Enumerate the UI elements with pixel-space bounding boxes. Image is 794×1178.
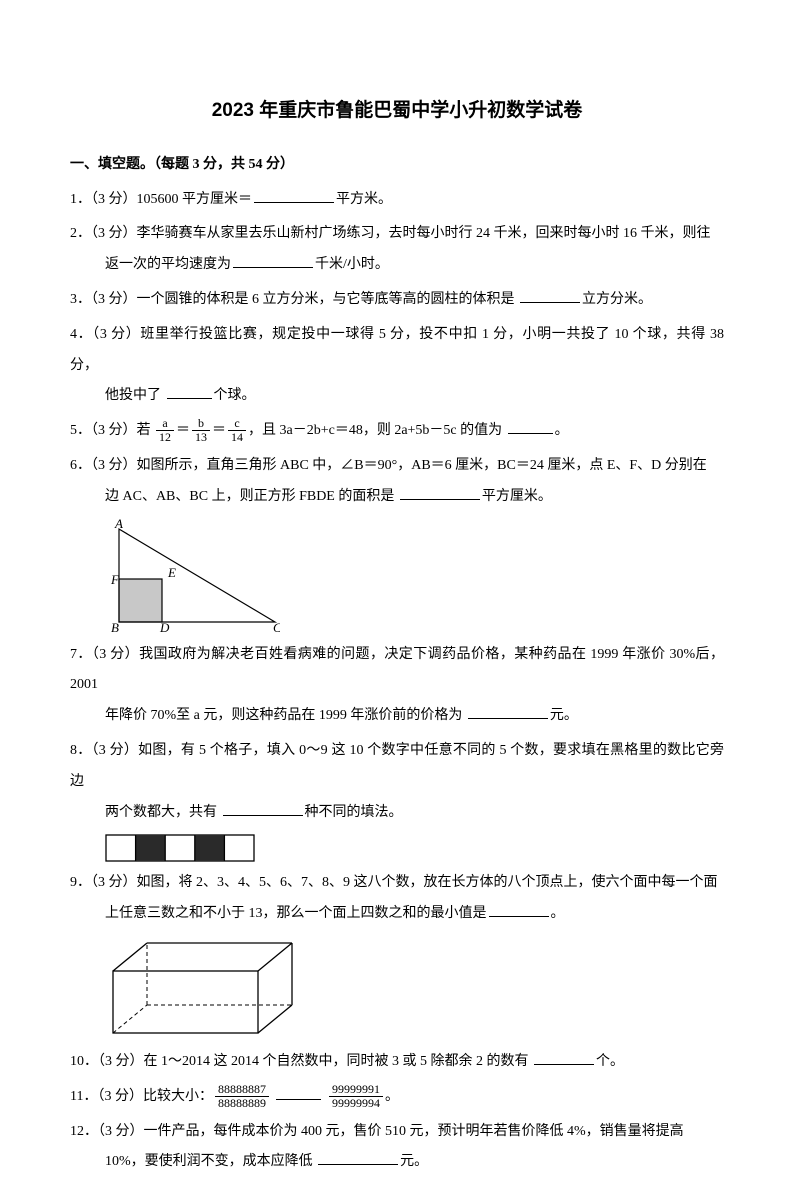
q5-prefix: 5．（3 分）若 <box>70 423 151 438</box>
q8-line2a: 两个数都大，共有 <box>105 805 217 820</box>
q7-line2b: 元。 <box>550 708 578 723</box>
q10-suffix: 个。 <box>596 1054 624 1069</box>
cuboid-svg <box>105 936 305 1041</box>
blank <box>276 1084 321 1099</box>
fraction: c14 <box>228 417 246 444</box>
blank <box>167 384 212 399</box>
q3-prefix: 3．（3 分）一个圆锥的体积是 6 立方分米，与它等底等高的圆柱的体积是 <box>70 292 515 307</box>
q9-line2b: 。 <box>551 906 565 921</box>
svg-text:B: B <box>111 620 119 634</box>
q11-suffix: 。 <box>385 1089 399 1104</box>
q11-prefix: 11．（3 分）比较大小： <box>70 1089 213 1104</box>
question-4: 4．（3 分）班里举行投篮比赛，规定投中一球得 5 分，投不中扣 1 分，小明一… <box>70 320 724 412</box>
num: 99999991 <box>329 1083 383 1097</box>
boxes-svg <box>105 834 255 862</box>
q4-line2a: 他投中了 <box>105 388 161 403</box>
q7-line1: 7．（3 分）我国政府为解决老百姓看病难的问题，决定下调药品价格，某种药品在 1… <box>70 640 724 702</box>
question-11: 11．（3 分）比较大小：8888888788888889 9999999199… <box>70 1082 724 1113</box>
q1-suffix: 平方米。 <box>336 192 392 207</box>
q6-line2a: 边 AC、AB、BC 上，则正方形 FBDE 的面积是 <box>105 489 394 504</box>
q6-line2b: 平方厘米。 <box>482 489 552 504</box>
question-6: 6．（3 分）如图所示，直角三角形 ABC 中，∠B＝90°，AB＝6 厘米，B… <box>70 451 724 513</box>
fraction: 9999999199999994 <box>329 1083 383 1110</box>
num: a <box>156 417 174 431</box>
q4-line1: 4．（3 分）班里举行投篮比赛，规定投中一球得 5 分，投不中扣 1 分，小明一… <box>70 320 724 382</box>
blank <box>233 253 313 268</box>
svg-text:A: A <box>114 519 123 531</box>
question-8: 8．（3 分）如图，有 5 个格子，填入 0～9 这 10 个数字中任意不同的 … <box>70 736 724 828</box>
question-1: 1．（3 分）105600 平方厘米＝ 平方米。 <box>70 185 724 216</box>
blank <box>508 419 553 434</box>
question-5: 5．（3 分）若 a12＝b13＝c14，且 3a－2b+c＝48，则 2a+5… <box>70 416 724 447</box>
blank <box>254 187 334 202</box>
num: b <box>192 417 210 431</box>
svg-text:F: F <box>110 572 120 587</box>
q2-line2b: 千米/小时。 <box>315 257 389 272</box>
q12-line2b: 元。 <box>400 1154 428 1169</box>
den: 14 <box>228 431 246 444</box>
triangle-svg: A F E B D C <box>105 519 280 634</box>
q2-line1: 2．（3 分）李华骑赛车从家里去乐山新村广场练习，去时每小时行 24 千米，回来… <box>70 219 724 250</box>
den: 99999994 <box>329 1097 383 1110</box>
q6-line1: 6．（3 分）如图所示，直角三角形 ABC 中，∠B＝90°，AB＝6 厘米，B… <box>70 451 724 482</box>
exam-title: 2023 年重庆市鲁能巴蜀中学小升初数学试卷 <box>70 90 724 132</box>
blank <box>400 484 480 499</box>
question-10: 10．（3 分）在 1～2014 这 2014 个自然数中，同时被 3 或 5 … <box>70 1047 724 1078</box>
den: 13 <box>192 431 210 444</box>
q1-prefix: 1．（3 分）105600 平方厘米＝ <box>70 192 252 207</box>
q5-suffix: 。 <box>555 423 569 438</box>
q3-suffix: 立方分米。 <box>582 292 652 307</box>
q2-line2a: 返一次的平均速度为 <box>105 257 231 272</box>
q12-line1: 12．（3 分）一件产品，每件成本价为 400 元，售价 510 元，预计明年若… <box>70 1117 724 1148</box>
q9-line2a: 上任意三数之和不小于 13，那么一个面上四数之和的最小值是 <box>105 906 487 921</box>
q5-mid: ，且 3a－2b+c＝48，则 2a+5b－5c 的值为 <box>248 423 502 438</box>
figure-cuboid <box>105 936 724 1041</box>
svg-text:D: D <box>159 620 170 634</box>
figure-triangle: A F E B D C <box>105 519 724 634</box>
q7-line2a: 年降价 70%至 a 元，则这种药品在 1999 年涨价前的价格为 <box>105 708 462 723</box>
q4-line2b: 个球。 <box>214 388 256 403</box>
blank <box>489 902 549 917</box>
q10-prefix: 10．（3 分）在 1～2014 这 2014 个自然数中，同时被 3 或 5 … <box>70 1054 529 1069</box>
num: c <box>228 417 246 431</box>
q8-line2b: 种不同的填法。 <box>305 805 403 820</box>
q8-line1: 8．（3 分）如图，有 5 个格子，填入 0～9 这 10 个数字中任意不同的 … <box>70 736 724 798</box>
blank <box>534 1050 594 1065</box>
question-7: 7．（3 分）我国政府为解决老百姓看病难的问题，决定下调药品价格，某种药品在 1… <box>70 640 724 732</box>
question-2: 2．（3 分）李华骑赛车从家里去乐山新村广场练习，去时每小时行 24 千米，回来… <box>70 219 724 281</box>
blank <box>318 1150 398 1165</box>
question-9: 9．（3 分）如图，将 2、3、4、5、6、7、8、9 这八个数，放在长方体的八… <box>70 868 724 930</box>
section-header: 一、填空题。（每题 3 分，共 54 分） <box>70 150 724 181</box>
fraction: 8888888788888889 <box>215 1083 269 1110</box>
svg-text:E: E <box>167 565 176 580</box>
q9-line1: 9．（3 分）如图，将 2、3、4、5、6、7、8、9 这八个数，放在长方体的八… <box>70 868 724 899</box>
blank <box>223 800 303 815</box>
q12-line2a: 10%，要使利润不变，成本应降低 <box>105 1154 313 1169</box>
den: 12 <box>156 431 174 444</box>
question-3: 3．（3 分）一个圆锥的体积是 6 立方分米，与它等底等高的圆柱的体积是 立方分… <box>70 285 724 316</box>
blank <box>520 288 580 303</box>
question-12: 12．（3 分）一件产品，每件成本价为 400 元，售价 510 元，预计明年若… <box>70 1117 724 1178</box>
fraction: b13 <box>192 417 210 444</box>
den: 88888889 <box>215 1097 269 1110</box>
fraction: a12 <box>156 417 174 444</box>
figure-boxes <box>105 834 724 862</box>
blank <box>468 704 548 719</box>
num: 88888887 <box>215 1083 269 1097</box>
svg-text:C: C <box>273 620 280 634</box>
